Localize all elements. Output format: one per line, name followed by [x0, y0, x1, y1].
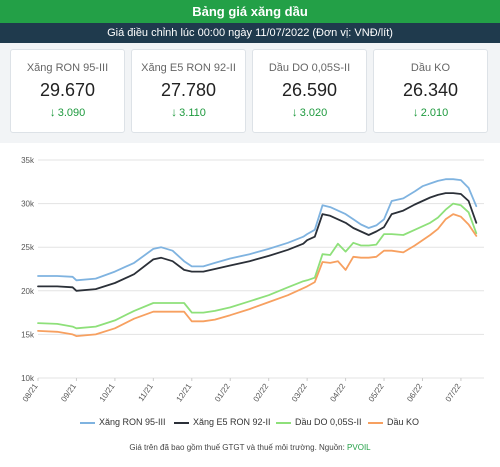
x-tick-label: 08/21 [21, 382, 40, 404]
series-line-ko [37, 213, 478, 338]
legend-label: Xăng RON 95-III [99, 417, 166, 427]
legend-swatch [174, 421, 189, 424]
card-price: 29.670 [39, 80, 96, 100]
y-tick-label: 10k [21, 374, 35, 383]
legend-label: Xăng E5 RON 92-II [193, 417, 271, 427]
card-name: Dầu DO 0,05S-II [268, 62, 351, 74]
x-tick-label: 10/21 [98, 382, 117, 404]
footnote: Giá trên đã bao gồm thuế GTGT và thuế mô… [0, 443, 500, 452]
card-price: 27.780 [160, 80, 217, 100]
y-tick-label: 25k [21, 243, 35, 252]
legend-item-ron95[interactable]: Xăng RON 95-III [80, 417, 166, 427]
page-title: Bảng giá xăng dầu [0, 0, 500, 23]
series-line-ron95 [37, 178, 478, 282]
price-card-do005s: Dầu DO 0,05S-II 26.590 ↓ 3.020 [252, 49, 367, 133]
footnote-text: Giá trên đã bao gồm thuế GTGT và thuế mô… [129, 443, 348, 452]
legend-label: Dầu DO 0,05S-II [295, 417, 362, 427]
series-line-do005s [37, 202, 478, 330]
legend-swatch [368, 421, 383, 424]
y-tick-label: 15k [21, 330, 35, 339]
card-change-value: 3.020 [299, 107, 328, 119]
card-price: 26.340 [402, 80, 459, 100]
price-line-chart: 10k 15k 20k 25k 30k 35k 08/21 09/21 10/21 11/21 12… [21, 156, 484, 404]
chart-legend: Xăng RON 95-III Xăng E5 RON 92-II Dầu DO… [0, 417, 500, 431]
x-tick-label: 07/22 [444, 382, 463, 404]
card-change: ↓ 3.090 [11, 105, 124, 119]
card-change: ↓ 3.020 [253, 105, 366, 119]
x-tick-label: 01/22 [213, 382, 232, 404]
down-arrow-icon: ↓ [291, 105, 298, 119]
card-change: ↓ 2.010 [374, 105, 487, 119]
price-card-e5ron92: Xăng E5 RON 92-II 27.780 ↓ 3.110 [131, 49, 246, 133]
legend-item-ko[interactable]: Dầu KO [368, 417, 419, 427]
down-arrow-icon: ↓ [49, 105, 56, 119]
legend-swatch [276, 421, 291, 424]
card-name: Dầu KO [410, 62, 451, 74]
legend-label: Dầu KO [387, 417, 420, 427]
series-line-e5ron92 [37, 192, 478, 292]
y-tick-label: 35k [21, 156, 35, 165]
page-subtitle: Giá điều chỉnh lúc 00:00 ngày 11/07/2022… [0, 23, 500, 43]
card-change: ↓ 3.110 [132, 105, 245, 119]
x-tick-label: 09/21 [59, 382, 78, 404]
source-link[interactable]: PVOIL [347, 443, 371, 452]
y-tick-label: 30k [21, 200, 35, 209]
legend-item-do005s[interactable]: Dầu DO 0,05S-II [276, 417, 362, 427]
price-card-ron95: Xăng RON 95-III 29.670 ↓ 3.090 [10, 49, 125, 133]
price-cards-panel: Xăng RON 95-III 29.670 ↓ 3.090 Xăng E5 RO… [0, 43, 500, 143]
card-price: 26.590 [281, 80, 338, 100]
x-tick-label: 12/21 [175, 382, 194, 404]
legend-item-e5ron92[interactable]: Xăng E5 RON 92-II [174, 417, 271, 427]
card-name: Xăng RON 95-III [26, 62, 109, 74]
x-tick-label: 04/22 [328, 382, 347, 404]
x-tick-label: 05/22 [367, 382, 386, 404]
card-name: Xăng E5 RON 92-II [141, 62, 236, 74]
y-tick-label: 20k [21, 287, 35, 296]
down-arrow-icon: ↓ [412, 105, 419, 119]
card-change-value: 3.110 [179, 107, 206, 119]
x-tick-label: 06/22 [405, 382, 424, 404]
down-arrow-icon: ↓ [171, 105, 178, 119]
x-tick-label: 03/22 [290, 382, 309, 404]
card-change-value: 3.090 [57, 107, 86, 119]
x-tick-label: 02/22 [251, 382, 270, 404]
legend-swatch [80, 421, 95, 424]
card-change-value: 2.010 [420, 107, 449, 119]
price-card-ko: Dầu KO 26.340 ↓ 2.010 [373, 49, 488, 133]
x-tick-label: 11/21 [136, 382, 155, 404]
